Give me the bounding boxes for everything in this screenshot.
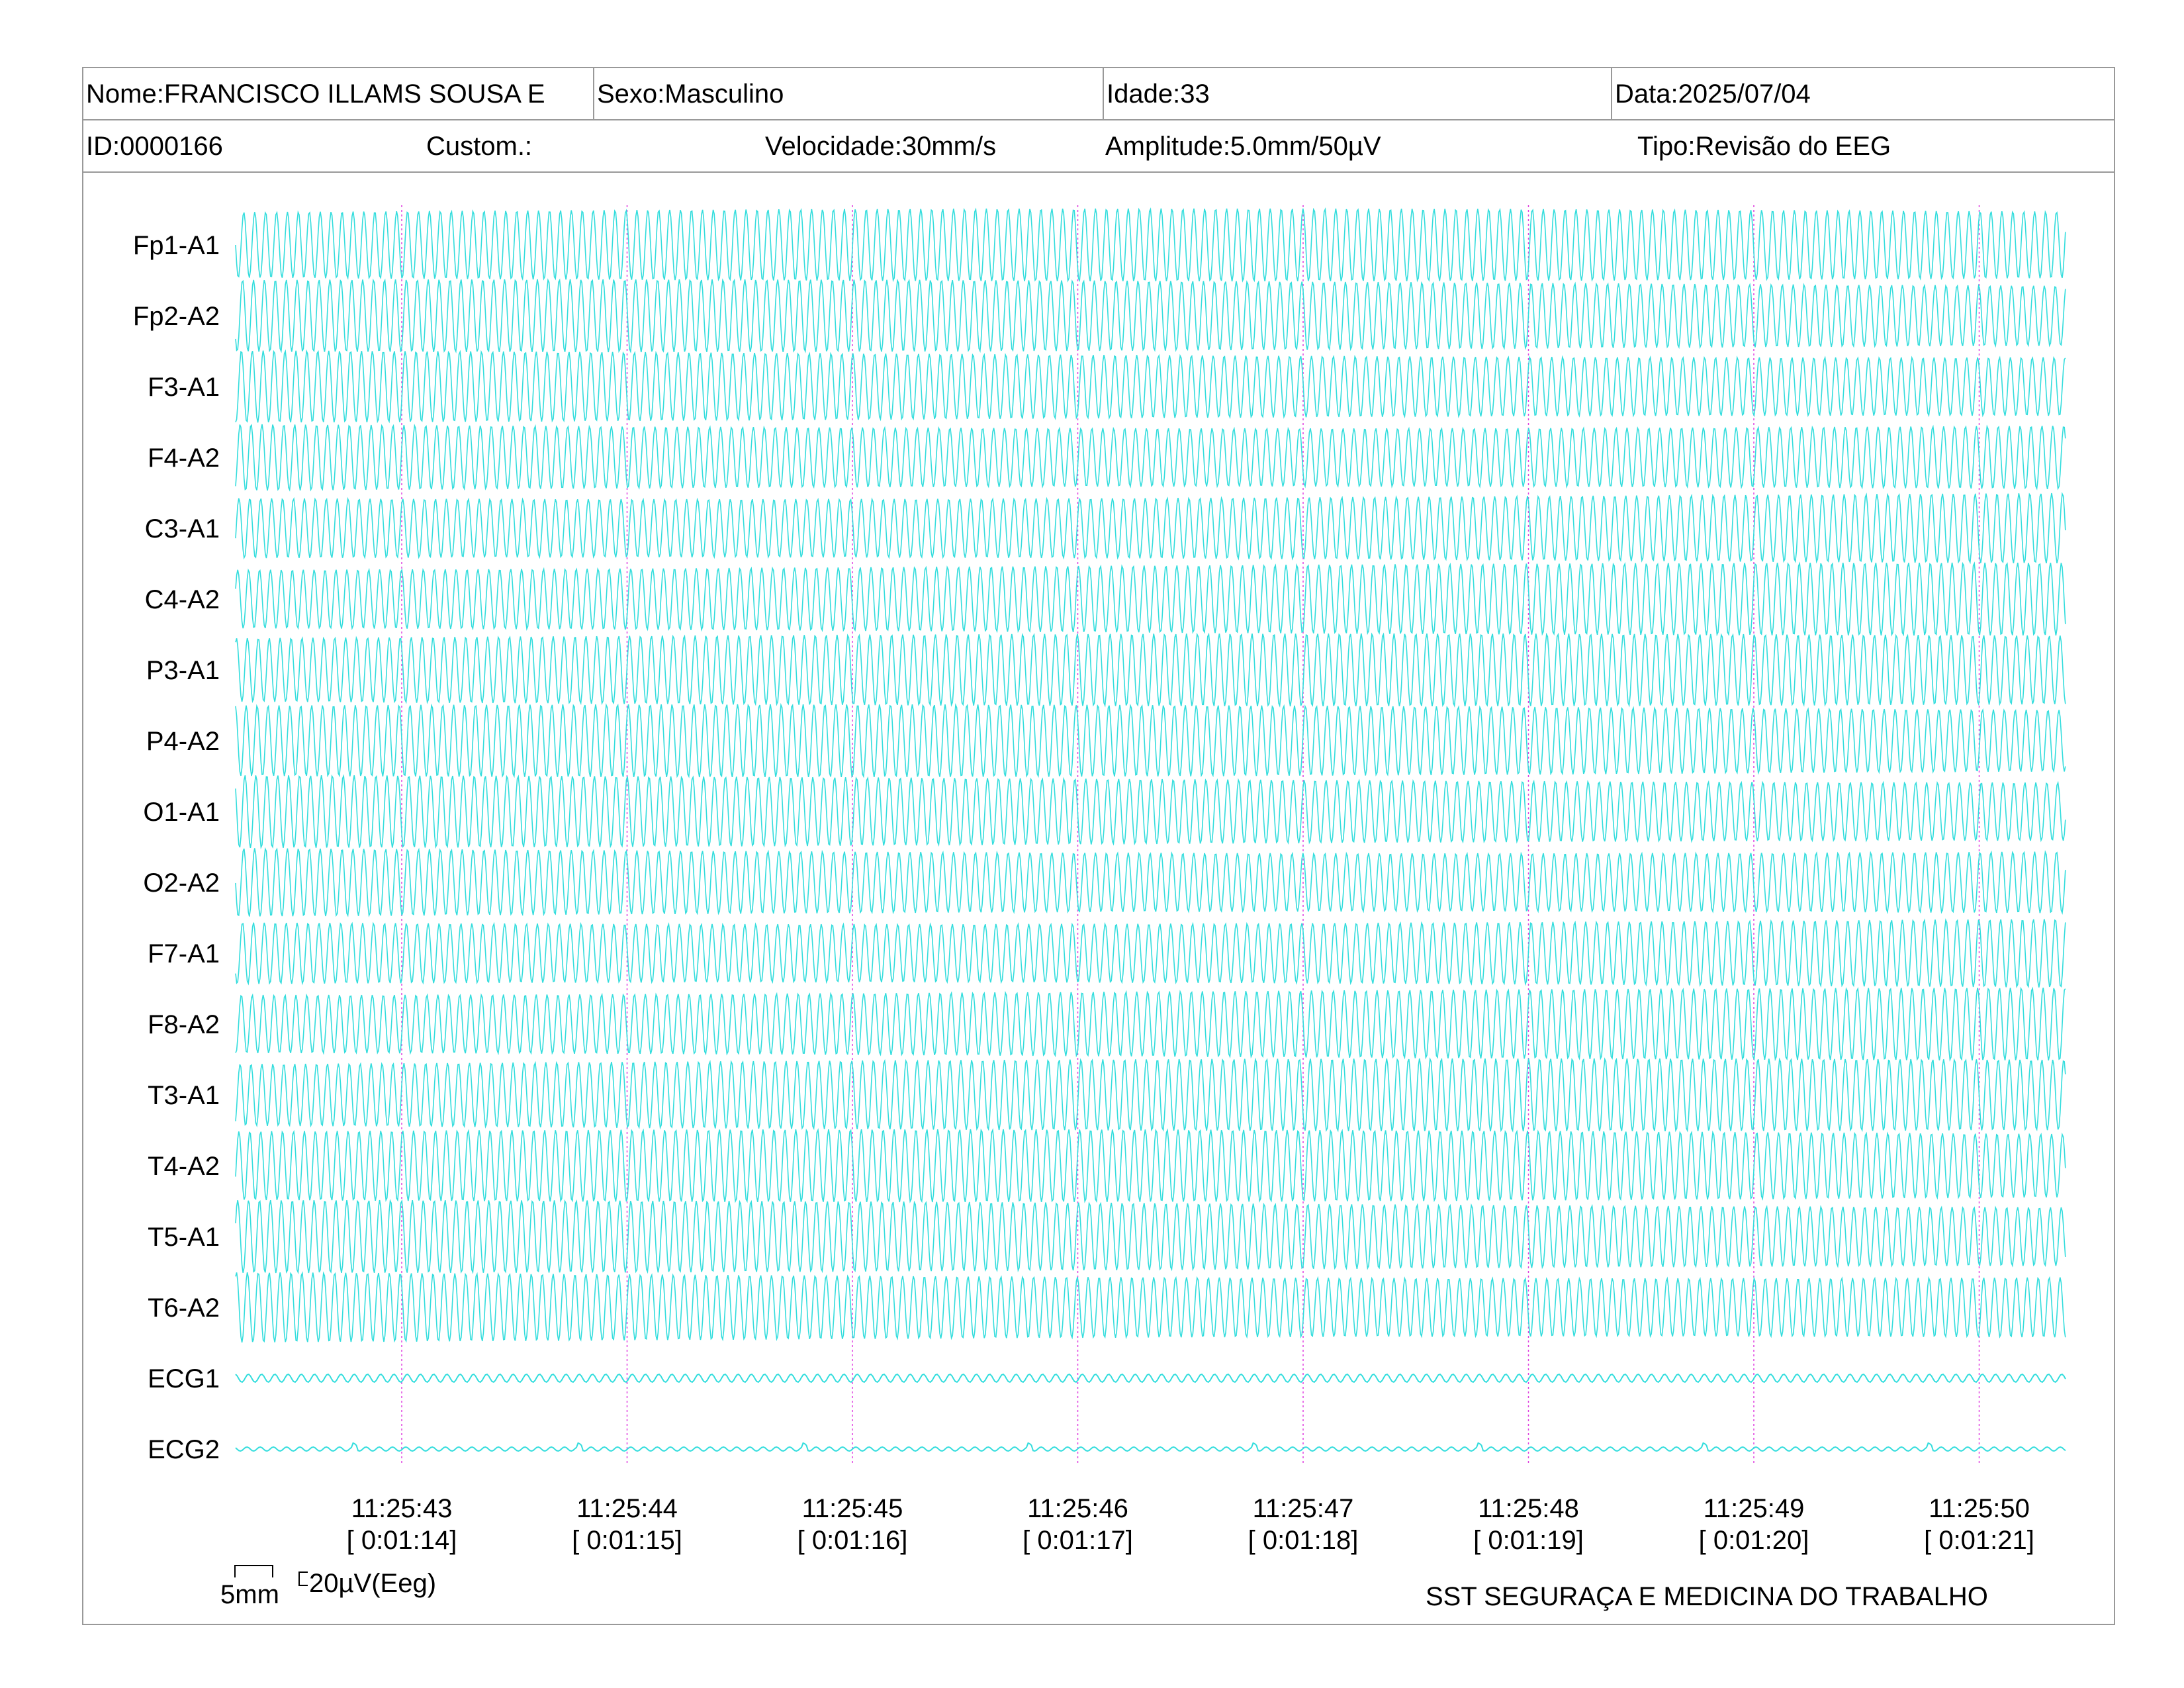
channel-trace — [235, 702, 2066, 778]
channel-label: C3-A1 — [145, 514, 220, 543]
report-frame: Nome:FRANCISCO ILLAMS SOUSA E Sexo:Mascu… — [82, 67, 2115, 1625]
exam-date: Data:2025/07/04 — [1611, 68, 2114, 119]
channel-label: O2-A2 — [143, 868, 220, 898]
channel-label: F7-A1 — [148, 939, 220, 968]
channel-trace — [235, 918, 2066, 988]
channel-trace — [235, 278, 2066, 353]
channel-label: F3-A1 — [148, 373, 220, 402]
clock-time-label: 11:25:49 — [1704, 1494, 1805, 1523]
channel-trace — [235, 1199, 2066, 1275]
channel-label: P3-A1 — [146, 656, 220, 685]
channel-trace — [235, 1057, 2066, 1133]
amp-scale-bracket — [298, 1571, 308, 1586]
channel-label: O1-A1 — [143, 798, 220, 827]
clock-time-label: 11:25:47 — [1253, 1494, 1354, 1523]
elapsed-time-label: [ 0:01:20] — [1699, 1526, 1809, 1555]
channel-label: F8-A2 — [148, 1010, 220, 1039]
amplitude-scale-label: 20µV(Eeg) — [309, 1569, 437, 1598]
time-scale-bracket — [234, 1565, 273, 1577]
amplitude-setting: Amplitude:5.0mm/50µV — [1105, 132, 1381, 161]
review-type: Tipo:Revisão do EEG — [1637, 132, 1891, 161]
channel-trace — [235, 423, 2066, 492]
elapsed-time-label: [ 0:01:16] — [797, 1526, 908, 1555]
elapsed-time-label: [ 0:01:15] — [572, 1526, 682, 1555]
patient-age: Idade:33 — [1103, 68, 1611, 119]
channel-label: F4-A2 — [148, 444, 220, 473]
channel-label: ECG2 — [148, 1435, 220, 1464]
header-row-exam: ID:0000166 Custom.: Velocidade:30mm/s Am… — [83, 120, 2114, 173]
elapsed-time-label: [ 0:01:21] — [1924, 1526, 2034, 1555]
clock-time-label: 11:25:46 — [1027, 1494, 1128, 1523]
header-row-patient: Nome:FRANCISCO ILLAMS SOUSA E Sexo:Mascu… — [83, 68, 2114, 120]
patient-sex: Sexo:Masculino — [593, 68, 1103, 119]
clock-time-label: 11:25:50 — [1929, 1494, 2030, 1523]
patient-name: Nome:FRANCISCO ILLAMS SOUSA E — [86, 79, 545, 109]
company-name: SST SEGURAÇA E MEDICINA DO TRABALHO — [1426, 1582, 1988, 1611]
clock-time-label: 11:25:44 — [576, 1494, 678, 1523]
patient-id: ID:0000166 — [86, 132, 223, 161]
channel-labels: Fp1-A1 Fp2-A2 F3-A1 F4-A2 C3-A1 C4-A2 P3-A1 P4-… — [133, 231, 220, 1464]
channel-trace — [235, 632, 2066, 708]
channel-trace — [235, 847, 2066, 917]
channel-trace — [235, 561, 2066, 637]
time-labels: 11:25:43 [ 0:01:14] 11:25:44 [ 0:01:15] 11:2… — [347, 1494, 2034, 1555]
clock-time-label: 11:25:43 — [351, 1494, 453, 1523]
channel-label: T3-A1 — [148, 1081, 220, 1110]
channel-trace — [235, 1373, 2066, 1383]
elapsed-time-label: [ 0:01:17] — [1023, 1526, 1133, 1555]
clock-time-label: 11:25:48 — [1478, 1494, 1579, 1523]
time-scale-label: 5mm — [220, 1580, 279, 1609]
custom-field: Custom.: — [426, 132, 533, 161]
elapsed-time-label: [ 0:01:19] — [1473, 1526, 1584, 1555]
channel-trace — [235, 1128, 2066, 1203]
channel-label: Fp2-A2 — [133, 302, 220, 331]
channel-label: T5-A1 — [148, 1223, 220, 1252]
channel-label: T6-A2 — [148, 1293, 220, 1323]
clock-time-label: 11:25:45 — [802, 1494, 903, 1523]
speed-setting: Velocidade:30mm/s — [765, 132, 997, 161]
eeg-traces — [235, 207, 2066, 1452]
channel-trace — [235, 207, 2066, 283]
elapsed-time-label: [ 0:01:18] — [1248, 1526, 1359, 1555]
channel-label: P4-A2 — [146, 727, 220, 756]
channel-trace — [235, 774, 2066, 849]
channel-trace — [235, 986, 2066, 1062]
channel-trace — [235, 1271, 2066, 1343]
channel-label: ECG1 — [148, 1364, 220, 1393]
channel-trace — [235, 1442, 2066, 1452]
channel-trace — [235, 492, 2066, 565]
channel-label: T4-A2 — [148, 1152, 220, 1181]
scale-bar — [234, 1565, 308, 1586]
elapsed-time-label: [ 0:01:14] — [347, 1526, 457, 1555]
channel-label: C4-A2 — [145, 585, 220, 614]
channel-label: Fp1-A1 — [133, 231, 220, 260]
channel-trace — [235, 349, 2066, 424]
